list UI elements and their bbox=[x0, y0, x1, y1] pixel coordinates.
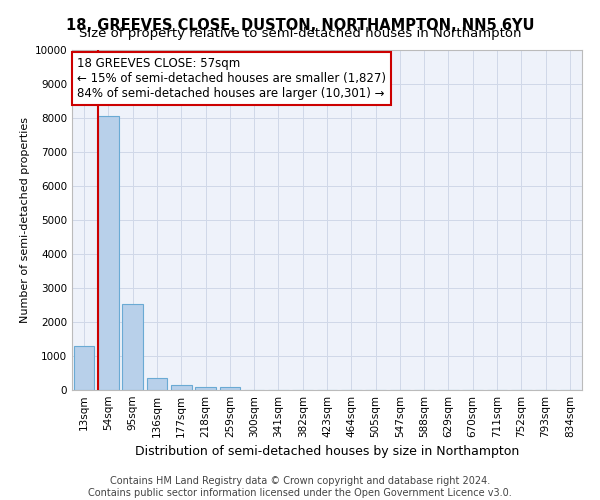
Text: Contains HM Land Registry data © Crown copyright and database right 2024.
Contai: Contains HM Land Registry data © Crown c… bbox=[88, 476, 512, 498]
Bar bbox=[98, 116, 119, 390]
Bar bbox=[171, 385, 191, 390]
Bar bbox=[195, 386, 216, 390]
Text: 18, GREEVES CLOSE, DUSTON, NORTHAMPTON, NN5 6YU: 18, GREEVES CLOSE, DUSTON, NORTHAMPTON, … bbox=[66, 18, 534, 32]
X-axis label: Distribution of semi-detached houses by size in Northampton: Distribution of semi-detached houses by … bbox=[135, 446, 519, 458]
Bar bbox=[122, 304, 143, 390]
Bar bbox=[146, 378, 167, 390]
Text: 18 GREEVES CLOSE: 57sqm
← 15% of semi-detached houses are smaller (1,827)
84% of: 18 GREEVES CLOSE: 57sqm ← 15% of semi-de… bbox=[77, 57, 386, 100]
Bar bbox=[220, 388, 240, 390]
Text: Size of property relative to semi-detached houses in Northampton: Size of property relative to semi-detach… bbox=[79, 28, 521, 40]
Bar bbox=[74, 346, 94, 390]
Y-axis label: Number of semi-detached properties: Number of semi-detached properties bbox=[20, 117, 31, 323]
